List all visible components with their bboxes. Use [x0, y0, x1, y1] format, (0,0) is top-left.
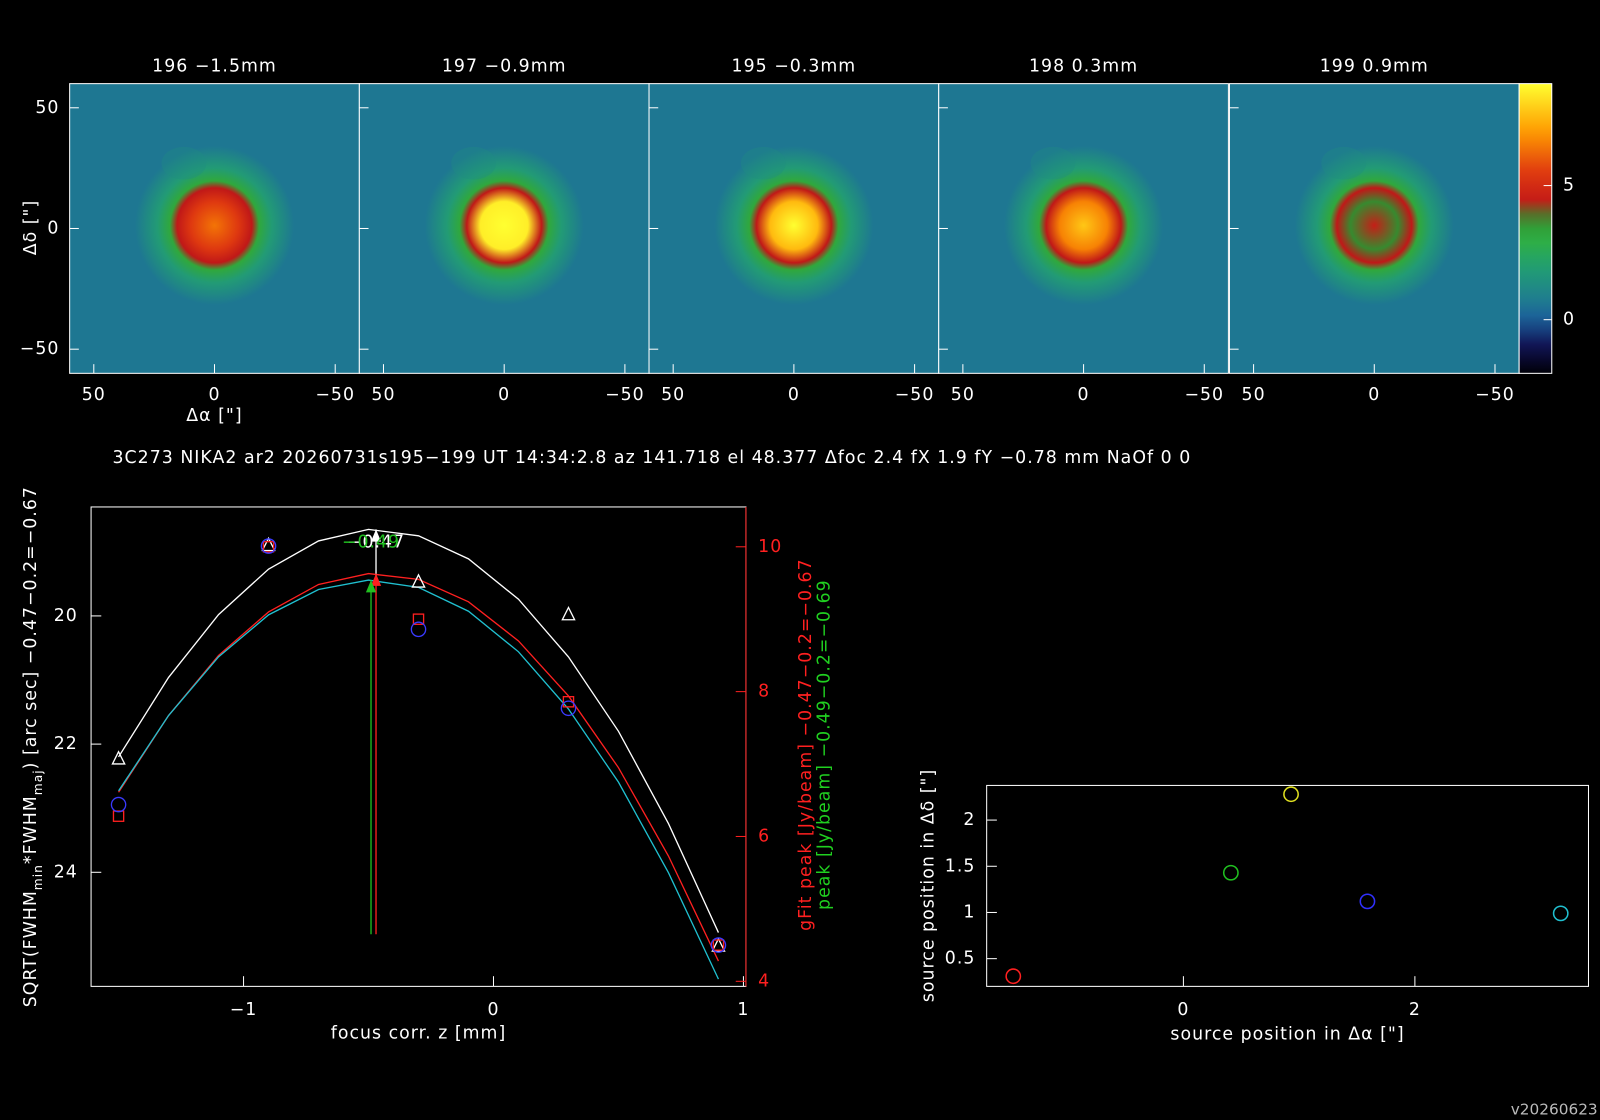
- y-tick-label: 20: [54, 606, 78, 626]
- square-marker: [562, 696, 575, 708]
- triangle-marker: [711, 937, 726, 952]
- y-tick-label: 2: [963, 810, 975, 830]
- y-tick-label: 1.5: [945, 856, 976, 876]
- arrow-label: −0.49: [342, 533, 400, 553]
- y2-axis-label: peak [Jy/beam] −0.49−0.2=−0.69: [814, 579, 834, 910]
- arrow-head: [370, 529, 382, 542]
- y-axis-label: source position in Δδ ["]: [919, 769, 939, 1002]
- x-tick-label: 0: [788, 385, 800, 405]
- fit-curve: [118, 528, 720, 933]
- y-tick-label: 0.5: [945, 949, 976, 969]
- triangle-marker: [561, 606, 576, 621]
- arrow-label: −0.47: [347, 533, 405, 553]
- x-axis-label: source position in Δα ["]: [1170, 1024, 1404, 1044]
- x-tick-label: −50: [315, 385, 355, 405]
- y-axis-label: Δδ ["]: [21, 200, 41, 256]
- x-tick-label: −1: [230, 1000, 258, 1020]
- square-marker: [262, 541, 275, 553]
- tail: [1321, 146, 1367, 180]
- source-blob: [1294, 145, 1454, 305]
- circle-marker: [260, 538, 277, 554]
- x-tick-label: −50: [1184, 385, 1224, 405]
- tail: [451, 146, 497, 180]
- square-marker: [112, 810, 125, 822]
- info-line: 3C273 NIKA2 ar2 20260731s195−199 UT 14:3…: [112, 448, 1191, 468]
- source-blob: [134, 145, 295, 305]
- x-tick-label: 50: [951, 385, 975, 405]
- y-axis-label-part: ) [arc sec] −0.47−0.2=−0.67: [21, 486, 41, 769]
- x-axis-label: focus corr. z [mm]: [331, 1023, 507, 1043]
- source-blob: [714, 145, 874, 305]
- scatter-point: [1005, 968, 1022, 985]
- y2-tick-label: 10: [758, 537, 782, 557]
- square-marker: [412, 613, 425, 625]
- source-blob: [424, 145, 584, 305]
- y2-tick-label: 8: [758, 682, 770, 702]
- x-tick-label: 2: [1409, 1000, 1421, 1020]
- y-axis-label-part: SQRT(FWHM: [21, 890, 41, 1007]
- source-blob: [1004, 145, 1164, 305]
- scatter-point: [1283, 786, 1299, 803]
- panel-title: 197 −0.9mm: [442, 56, 567, 76]
- x-tick-label: 50: [661, 385, 685, 405]
- tail: [1030, 146, 1076, 180]
- x-tick-label: 50: [82, 385, 106, 405]
- triangle-marker: [261, 536, 276, 552]
- x-tick-label: 50: [1242, 385, 1266, 405]
- y-axis-label-part: *FWHM: [21, 795, 41, 864]
- triangle-marker: [111, 750, 126, 765]
- x-tick-label: −50: [895, 385, 935, 405]
- y-tick-label: 22: [54, 734, 78, 754]
- y-axis-label-part: min: [30, 864, 44, 890]
- panel-title: 198 0.3mm: [1029, 56, 1138, 76]
- x-tick-label: 50: [371, 385, 395, 405]
- arrow-head: [370, 573, 382, 586]
- colorbar-tick-label: 5: [1563, 176, 1575, 196]
- tail: [161, 146, 207, 180]
- x-tick-label: −50: [605, 385, 645, 405]
- fit-curve: [118, 572, 720, 962]
- x-tick-label: 1: [737, 1000, 749, 1020]
- x-tick-label: 0: [1078, 385, 1090, 405]
- panel-title: 199 0.9mm: [1320, 56, 1429, 76]
- square-marker: [712, 939, 725, 951]
- y-tick-label: 24: [54, 862, 78, 882]
- panel-title: 195 −0.3mm: [732, 56, 857, 76]
- y-axis-label: SQRT(FWHMmin*FWHMmaj) [arc sec] −0.47−0.…: [21, 486, 45, 1007]
- scatter-point: [1552, 905, 1569, 922]
- arrow-head: [365, 580, 377, 593]
- scatter-point: [1222, 864, 1239, 881]
- version: v20260623: [1511, 1100, 1598, 1118]
- fit-curve: [118, 579, 720, 980]
- x-tick-label: 0: [1368, 385, 1380, 405]
- x-tick-label: 0: [1177, 1000, 1189, 1020]
- circle-marker: [110, 796, 127, 813]
- circle-marker: [710, 937, 727, 953]
- y2-axis-label: gFit peak [Jy/beam] −0.47−0.2=−0.67: [796, 558, 816, 931]
- colorbar: [1518, 83, 1553, 374]
- circle-marker: [560, 700, 577, 717]
- x-axis-label: Δα ["]: [186, 406, 242, 426]
- x-tick-label: 0: [487, 1000, 499, 1020]
- colorbar-tick-label: 0: [1563, 310, 1575, 330]
- y-tick-label: 0: [47, 218, 59, 238]
- scatter-point: [1359, 893, 1376, 910]
- panel-title: 196 −1.5mm: [152, 56, 277, 76]
- tail: [740, 146, 786, 180]
- circle-marker: [410, 621, 427, 638]
- x-tick-label: −50: [1475, 385, 1515, 405]
- y-axis-label-part: maj: [30, 769, 44, 795]
- triangle-marker: [411, 573, 426, 588]
- y-tick-label: 50: [35, 98, 59, 118]
- y-tick-label: 1: [963, 902, 975, 922]
- plot-frame: [986, 784, 1589, 987]
- x-tick-label: 0: [498, 385, 510, 405]
- y-tick-label: −50: [20, 339, 60, 359]
- y2-tick-label: 6: [758, 826, 770, 846]
- y2-tick-label: 4: [758, 971, 770, 991]
- x-tick-label: 0: [208, 385, 220, 405]
